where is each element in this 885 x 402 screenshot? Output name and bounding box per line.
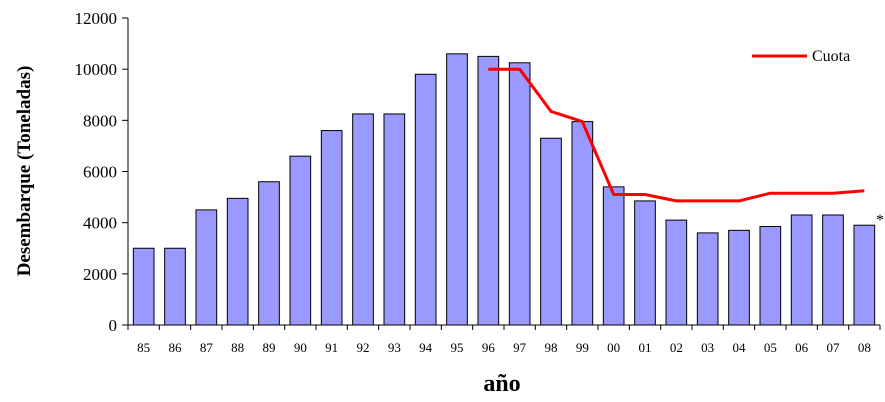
bar-90: [289, 155, 312, 326]
x-tick-label: 88: [231, 340, 244, 355]
quota-line-group: [488, 67, 865, 203]
bar-98: [540, 137, 562, 326]
y-tick-label: 6000: [83, 163, 117, 182]
x-tick-label: 03: [701, 340, 714, 355]
y-axis-ticks: 0 2000 4000 6000 8000 10000 12000: [75, 9, 128, 335]
bar-00: [602, 186, 625, 326]
x-tick-label: 91: [325, 340, 338, 355]
x-tick-label: 90: [294, 340, 307, 355]
bar-92: [352, 113, 374, 326]
x-tick-label: 07: [827, 340, 841, 355]
x-tick-label: 93: [388, 340, 401, 355]
x-tick-label: 95: [451, 340, 464, 355]
bar-08: [853, 224, 876, 326]
bar-07: [822, 214, 844, 326]
x-tick-label: 04: [733, 340, 747, 355]
x-tick-label: 08: [858, 340, 871, 355]
bar-03: [696, 232, 719, 326]
y-axis-title: Desembarque (Toneladas): [14, 66, 35, 277]
x-tick-label: 87: [200, 340, 214, 355]
bar-85: [132, 247, 155, 326]
x-tick-label: 98: [545, 340, 558, 355]
quota-line: [488, 67, 865, 203]
x-tick-label: 99: [576, 340, 589, 355]
y-tick-label: 8000: [83, 111, 117, 130]
x-tick-label: 92: [357, 340, 370, 355]
x-tick-label: 02: [670, 340, 683, 355]
bar-05: [759, 226, 782, 326]
x-axis-title: año: [483, 371, 520, 397]
x-tick-label: 86: [169, 340, 183, 355]
bar-93: [383, 113, 406, 326]
bar-01: [634, 200, 656, 326]
landings-bars: [132, 53, 876, 326]
bar-89: [258, 181, 280, 326]
y-tick-label: 12000: [75, 9, 118, 28]
bar-91: [320, 130, 343, 326]
x-tick-label: 94: [419, 340, 433, 355]
bar-94: [414, 73, 437, 326]
y-tick-label: 0: [109, 316, 118, 335]
x-tick-label: 00: [607, 340, 620, 355]
bar-96: [477, 55, 500, 326]
y-tick-label: 10000: [75, 60, 118, 79]
x-tick-label: 85: [137, 340, 150, 355]
y-tick-label: 2000: [83, 265, 117, 284]
x-tick-label: 97: [513, 340, 527, 355]
bar-04: [728, 229, 750, 326]
legend: Cuota: [752, 48, 850, 65]
bar-86: [164, 247, 186, 326]
annotation-asterisk: *: [876, 212, 884, 229]
bar-88: [226, 197, 249, 326]
bar-06: [790, 214, 813, 326]
bar-02: [665, 219, 688, 326]
x-tick-label: 89: [263, 340, 276, 355]
bar-95: [446, 53, 468, 326]
bar-87: [195, 209, 218, 326]
x-tick-label: 01: [639, 340, 652, 355]
x-tick-label: 06: [795, 340, 809, 355]
bar-97: [508, 62, 531, 326]
bar-99: [571, 121, 594, 326]
legend-label-cuota: Cuota: [812, 48, 850, 65]
x-axis-ticks: 85 86 87 88 89 90 91 92 93 94 95 96 97 98 99 00 01 02 03 04…: [127, 325, 881, 355]
y-tick-label: 4000: [83, 214, 117, 233]
x-tick-label: 05: [764, 340, 777, 355]
x-tick-label: 96: [482, 340, 496, 355]
